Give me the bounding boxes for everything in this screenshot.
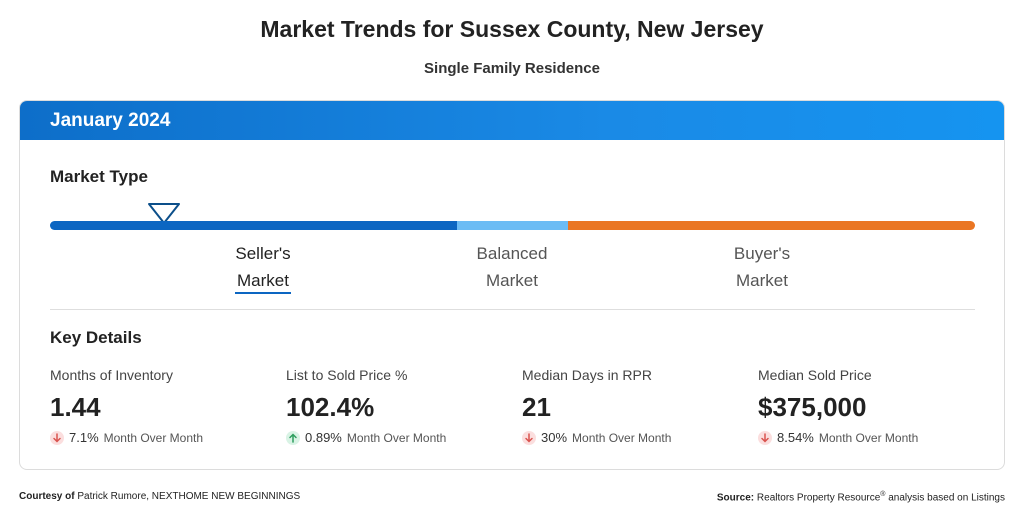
courtesy-footer: Courtesy of Patrick Rumore, NEXTHOME NEW… xyxy=(19,491,300,502)
triangle-down-icon xyxy=(148,203,180,224)
change-period: Month Over Month xyxy=(346,430,447,445)
courtesy-name: Patrick Rumore, NEXTHOME NEW BEGINNINGS xyxy=(77,491,301,502)
metric-label: Median Sold Price xyxy=(758,367,872,383)
metric-value: 102.4% xyxy=(286,392,375,422)
page-title: Market Trends for Sussex County, New Jer… xyxy=(260,16,764,42)
change-period: Month Over Month xyxy=(818,430,919,445)
metric-value: $375,000 xyxy=(758,392,867,422)
source-label: Source: xyxy=(716,492,755,504)
key-details-heading: Key Details xyxy=(50,328,142,347)
section-divider xyxy=(50,309,975,310)
balanced-market-label: Balanced Market xyxy=(476,244,548,290)
metric-value: 21 xyxy=(522,392,551,422)
change-period: Month Over Month xyxy=(572,430,672,445)
change-percent: 0.89% xyxy=(305,430,342,445)
metric-label: List to Sold Price % xyxy=(286,367,408,383)
arrow-up-icon xyxy=(286,430,300,445)
metric-months-of-inventory: Months of Inventory 1.44 7.1% Month Over… xyxy=(50,367,270,445)
arrow-down-icon xyxy=(522,430,536,445)
metric-change: 8.54% Month Over Month xyxy=(758,430,978,445)
metric-label: Months of Inventory xyxy=(50,367,173,383)
balanced-segment xyxy=(457,221,568,230)
metric-change: 0.89% Month Over Month xyxy=(286,430,506,445)
metric-change: 30% Month Over Month xyxy=(522,430,742,445)
change-percent: 30% xyxy=(541,430,568,445)
metric-label: Median Days in RPR xyxy=(522,367,652,383)
metric-list-to-sold-price: List to Sold Price % 102.4% 0.89% Month … xyxy=(286,367,506,445)
period-header: January 2024 xyxy=(20,101,1004,140)
change-period: Month Over Month xyxy=(103,430,204,445)
metric-value: 1.44 xyxy=(50,392,101,422)
market-type-bar xyxy=(50,221,975,230)
market-type-heading: Market Type xyxy=(50,167,148,186)
source-text: Realtors Property Resource xyxy=(756,492,881,504)
source-suffix: analysis based on Listings xyxy=(888,492,1005,504)
arrow-down-icon xyxy=(50,430,64,445)
arrow-down-icon xyxy=(758,430,772,445)
market-trends-card: January 2024 Market Type Seller's Market… xyxy=(19,100,1005,470)
seller-segment xyxy=(50,221,457,230)
change-percent: 8.54% xyxy=(777,430,814,445)
buyer-segment xyxy=(568,221,975,230)
change-percent: 7.1% xyxy=(69,430,99,445)
source-footer: Source: Realtors Property Resource® anal… xyxy=(717,491,1005,503)
seller-market-label: Seller's Market xyxy=(235,244,291,290)
page-subtitle: Single Family Residence xyxy=(424,60,600,77)
courtesy-label: Courtesy of xyxy=(19,491,75,502)
registered-mark: ® xyxy=(880,491,886,498)
metric-median-days-in-rpr: Median Days in RPR 21 30% Month Over Mon… xyxy=(522,367,742,445)
metric-change: 7.1% Month Over Month xyxy=(50,430,270,445)
metric-median-sold-price: Median Sold Price $375,000 8.54% Month O… xyxy=(758,367,978,445)
buyer-market-label: Buyer's Market xyxy=(733,244,791,290)
selected-underline xyxy=(235,292,291,294)
